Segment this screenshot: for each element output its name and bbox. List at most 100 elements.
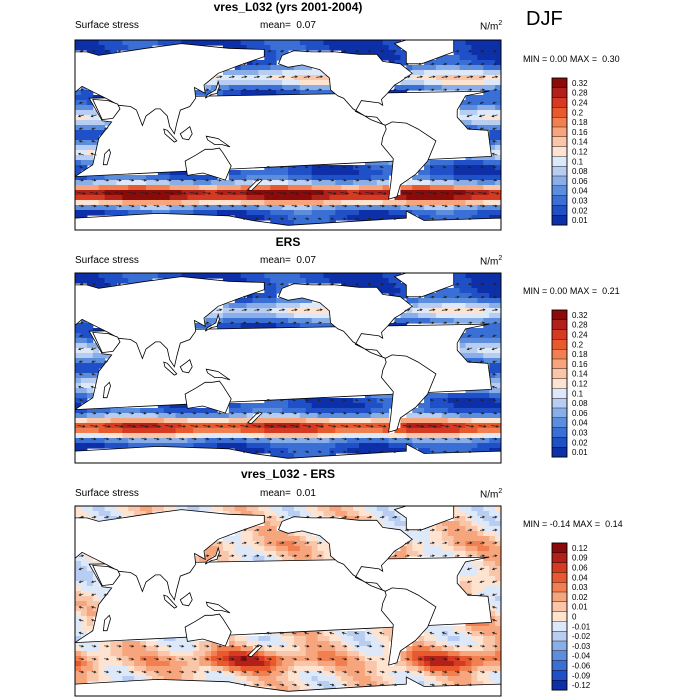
- field-cell: [477, 175, 484, 181]
- field-cell: [75, 506, 82, 512]
- field-cell: [276, 438, 283, 444]
- field-cell: [483, 576, 490, 582]
- field-cell: [471, 100, 478, 106]
- field-cell: [435, 428, 443, 434]
- field-cell: [92, 50, 100, 56]
- field-cell: [418, 641, 425, 647]
- wind-arrow-head: [231, 644, 235, 648]
- field-cell: [258, 651, 265, 657]
- wind-arrow-head: [406, 88, 410, 92]
- field-cell: [240, 506, 248, 512]
- field-cell: [311, 408, 319, 414]
- field-cell: [418, 170, 425, 176]
- field-cell: [80, 511, 88, 517]
- field-cell: [329, 423, 336, 429]
- field-cell: [252, 408, 260, 414]
- field-cell: [483, 195, 490, 201]
- field-cell: [347, 516, 354, 522]
- field-cell: [418, 438, 425, 444]
- field-cell: [347, 443, 354, 449]
- field-cell: [329, 676, 336, 682]
- field-cell: [199, 90, 206, 96]
- field-cell: [157, 438, 165, 444]
- field-cell: [329, 651, 336, 657]
- field-cell: [412, 303, 419, 309]
- field-cell: [92, 671, 100, 677]
- field-cell: [359, 50, 366, 56]
- field-cell: [258, 195, 265, 201]
- field-cell: [394, 448, 402, 454]
- field-cell: [228, 303, 236, 309]
- field-cell: [205, 641, 212, 647]
- field-cell: [370, 661, 378, 667]
- wind-arrow-head: [282, 204, 286, 208]
- panel-1-units: N/m2: [480, 20, 502, 32]
- field-cell: [293, 70, 301, 76]
- field-cell: [447, 676, 455, 682]
- field-cell: [382, 45, 390, 51]
- field-cell: [370, 398, 378, 404]
- field-cell: [134, 408, 141, 414]
- field-cell: [122, 418, 129, 424]
- field-cell: [329, 506, 336, 512]
- field-cell: [98, 586, 106, 592]
- field-cell: [246, 323, 254, 329]
- field-cell: [299, 398, 307, 404]
- field-cell: [459, 566, 467, 572]
- field-cell: [146, 413, 153, 419]
- field-cell: [459, 586, 467, 592]
- field-cell: [240, 278, 248, 284]
- field-cell: [299, 180, 307, 186]
- field-cell: [483, 200, 490, 206]
- field-cell: [270, 50, 277, 56]
- field-cell: [276, 180, 283, 186]
- field-cell: [86, 428, 94, 434]
- field-cell: [483, 636, 490, 642]
- field-cell: [424, 428, 431, 434]
- field-cell: [270, 303, 277, 309]
- field-cell: [441, 671, 449, 677]
- field-cell: [293, 408, 301, 414]
- field-cell: [205, 661, 212, 667]
- wind-arrow-head: [133, 425, 137, 428]
- wind-arrow-head: [491, 606, 495, 609]
- field-cell: [86, 363, 94, 369]
- wind-arrow-head: [268, 282, 272, 286]
- field-cell: [388, 45, 396, 51]
- field-cell: [86, 413, 94, 419]
- field-cell: [305, 676, 313, 682]
- wind-arrow-head: [91, 593, 94, 596]
- field-cell: [181, 433, 189, 439]
- field-cell: [489, 646, 496, 652]
- field-cell: [234, 303, 242, 309]
- wind-arrow-head: [92, 49, 96, 53]
- field-cell: [181, 676, 189, 682]
- field-cell: [489, 448, 496, 454]
- field-cell: [370, 666, 378, 672]
- field-cell: [252, 323, 260, 329]
- panel-3-mean-label: mean=: [260, 488, 291, 499]
- field-cell: [430, 303, 437, 309]
- field-cell: [347, 423, 354, 429]
- field-cell: [270, 418, 277, 424]
- field-cell: [211, 433, 218, 439]
- field-cell: [222, 646, 230, 652]
- wind-arrow: [454, 76, 461, 78]
- field-cell: [252, 438, 260, 444]
- wind-arrow-head: [80, 282, 84, 286]
- field-cell: [305, 278, 313, 284]
- field-cell: [376, 283, 384, 289]
- wind-arrow-head: [206, 554, 210, 558]
- field-cell: [270, 55, 277, 61]
- field-cell: [453, 626, 461, 632]
- field-cell: [435, 303, 443, 309]
- field-cell: [435, 200, 443, 206]
- field-cell: [495, 348, 501, 354]
- field-cell: [483, 408, 490, 414]
- wind-arrow-head: [77, 114, 81, 118]
- field-cell: [80, 368, 88, 374]
- field-cell: [441, 443, 449, 449]
- field-cell: [465, 60, 473, 66]
- field-cell: [471, 50, 478, 56]
- wind-arrow-head: [106, 437, 110, 441]
